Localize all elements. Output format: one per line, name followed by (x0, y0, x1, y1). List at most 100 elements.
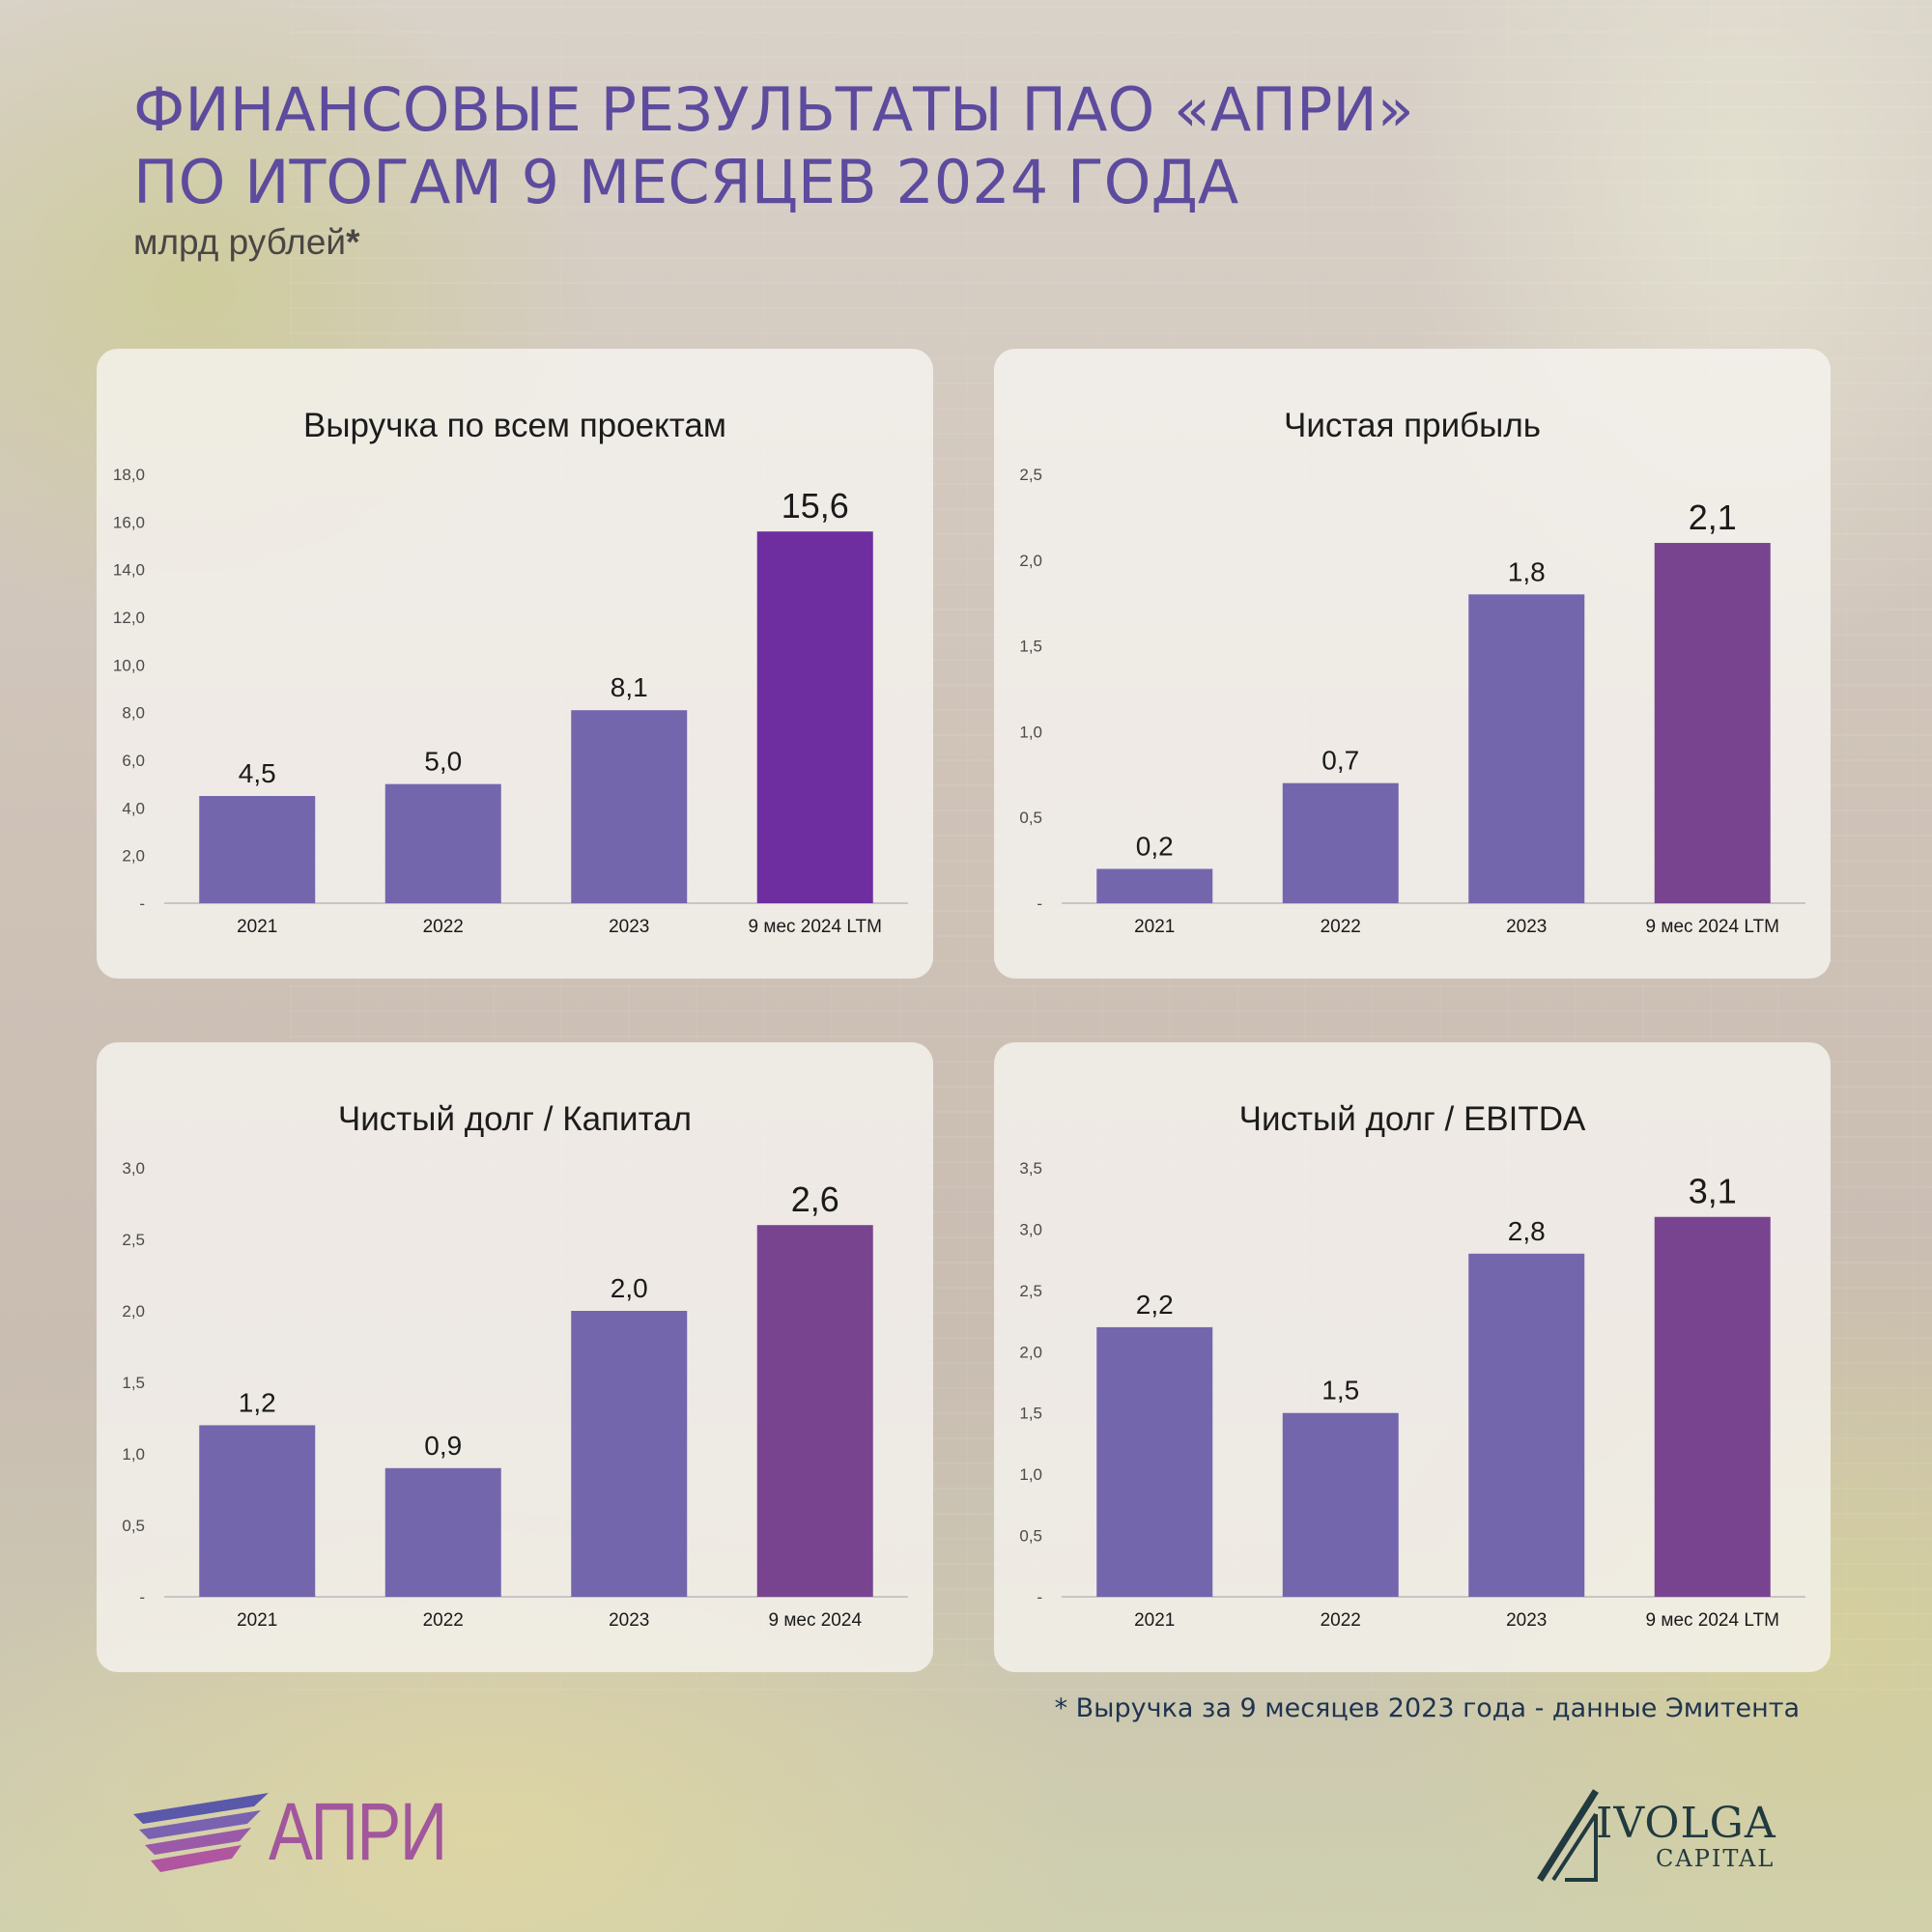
x-tick-label: 2022 (423, 917, 464, 937)
x-tick-label: 9 мес 2024 LTM (1646, 917, 1779, 937)
bar (1468, 594, 1585, 903)
x-tick-label: 9 мес 2024 LTM (749, 917, 882, 937)
chart-debt-ebitda: - 0,5 1,0 1,5 2,0 2,5 3,0 3,5 2,2 2021 1,5 2022 2,8 2… (1019, 1159, 1805, 1631)
data-label: 15,6 (781, 486, 849, 526)
data-label: 4,5 (239, 758, 276, 788)
y-tick-label: 2,5 (1019, 1282, 1042, 1300)
y-tick-label: - (139, 1588, 145, 1606)
y-tick-label: 2,5 (1019, 466, 1042, 484)
chart-title-revenue: Выручка по всем проектам (303, 407, 726, 444)
chart-title-debt-equity: Чистый долг / Капитал (337, 1100, 693, 1138)
data-label: 2,8 (1508, 1216, 1546, 1246)
chart-panel-net-profit: Чистая прибыль - 0,5 1,0 1,5 2,0 2,5 0,2 2021 0,… (994, 349, 1831, 979)
footnote: * Выручка за 9 месяцев 2023 года - данны… (1054, 1693, 1800, 1723)
y-tick-label: 3,0 (1019, 1220, 1042, 1238)
chart-panel-debt-equity: Чистый долг / Капитал - 0,5 1,0 1,5 2,0 2,5 3,… (97, 1042, 933, 1672)
y-tick-label: 12,0 (113, 609, 145, 627)
y-tick-label: 3,5 (1019, 1159, 1042, 1178)
bar (384, 783, 501, 903)
y-tick-label: - (1037, 1588, 1042, 1606)
ivolga-logo-name: IVOLGA (1596, 1799, 1776, 1848)
bar (1654, 1216, 1771, 1597)
y-tick-label: 0,5 (1019, 809, 1042, 827)
data-label: 0,2 (1136, 831, 1174, 861)
y-tick-label: 0,5 (1019, 1527, 1042, 1546)
x-tick-label: 9 мес 2024 (768, 1610, 862, 1631)
y-tick-label: 0,5 (122, 1517, 145, 1535)
x-tick-label: 2021 (237, 917, 277, 937)
ivolga-logo-icon (1537, 1789, 1599, 1882)
data-label: 5,0 (424, 747, 462, 777)
chart-title-debt-ebitda: Чистый долг / EBITDA (1238, 1100, 1586, 1138)
bar (1096, 1326, 1213, 1597)
y-tick-label: 14,0 (113, 561, 145, 580)
x-tick-label: 2023 (1506, 917, 1547, 937)
y-tick-label: 2,0 (122, 847, 145, 866)
data-label: 1,2 (239, 1387, 276, 1417)
bar (1096, 868, 1213, 903)
chart-panel-revenue: Выручка по всем проектам - 2,0 4,0 6,0 8,0 10… (97, 349, 933, 979)
bar (571, 710, 688, 903)
apri-logo-icon (133, 1793, 269, 1872)
data-label: 1,8 (1508, 556, 1546, 586)
ivolga-logo-subtitle: CAPITAL (1656, 1845, 1776, 1872)
apri-logo-text: АПРИ (269, 1786, 447, 1877)
y-tick-label: 2,0 (1019, 552, 1042, 570)
bar (1282, 1412, 1399, 1597)
y-tick-label: 16,0 (113, 513, 145, 531)
x-tick-label: 2023 (609, 1610, 649, 1631)
units-label: млрд рублей (133, 222, 347, 262)
bar (1282, 782, 1399, 903)
bar (1654, 543, 1771, 903)
chart-debt-equity: - 0,5 1,0 1,5 2,0 2,5 3,0 1,2 2021 0,9 2022 2,0 2023… (122, 1159, 908, 1631)
chart-title-net-profit: Чистая прибыль (1284, 407, 1541, 444)
y-tick-label: 2,0 (1019, 1343, 1042, 1361)
units-subtitle: млрд рублей* (133, 222, 1582, 263)
y-tick-label: 3,0 (122, 1159, 145, 1178)
data-label: 3,1 (1689, 1172, 1737, 1211)
y-tick-label: 1,0 (1019, 1465, 1042, 1484)
data-label: 2,1 (1689, 497, 1737, 537)
x-tick-label: 2022 (1321, 917, 1361, 937)
y-tick-label: 1,0 (122, 1445, 145, 1463)
y-tick-label: 1,5 (1019, 1405, 1042, 1423)
y-tick-label: 1,5 (122, 1374, 145, 1392)
y-tick-label: - (1037, 895, 1042, 913)
bar (199, 796, 316, 903)
data-label: 2,2 (1136, 1290, 1174, 1320)
data-label: 0,7 (1321, 746, 1359, 776)
bar (756, 531, 873, 903)
bar (199, 1425, 316, 1597)
x-tick-label: 9 мес 2024 LTM (1646, 1610, 1779, 1631)
y-tick-label: 1,5 (1019, 638, 1042, 656)
y-tick-label: 4,0 (122, 799, 145, 817)
data-label: 8,1 (611, 672, 648, 702)
y-tick-label: - (139, 895, 145, 913)
header: ФИНАНСОВЫЕ РЕЗУЛЬТАТЫ ПАО «АПРИ» ПО ИТОГ… (133, 73, 1582, 263)
chart-revenue: - 2,0 4,0 6,0 8,0 10,0 12,0 14,0 16,0 18,0 4,5 2021… (113, 466, 908, 937)
units-footnote-mark: * (346, 222, 360, 262)
y-tick-label: 6,0 (122, 752, 145, 770)
data-label: 0,9 (424, 1431, 462, 1461)
chart-net-profit: - 0,5 1,0 1,5 2,0 2,5 0,2 2021 0,7 2022 1,8 2023 2,1… (1019, 466, 1805, 937)
x-tick-label: 2022 (1321, 1610, 1361, 1631)
x-tick-label: 2023 (609, 917, 649, 937)
data-label: 2,0 (611, 1273, 648, 1303)
y-tick-label: 8,0 (122, 704, 145, 723)
y-tick-label: 1,0 (1019, 723, 1042, 741)
page-title-line1: ФИНАНСОВЫЕ РЕЗУЛЬТАТЫ ПАО «АПРИ» (133, 74, 1414, 145)
y-tick-label: 18,0 (113, 466, 145, 484)
y-tick-label: 10,0 (113, 656, 145, 674)
y-tick-label: 2,0 (122, 1302, 145, 1321)
bar (1468, 1253, 1585, 1597)
data-label: 2,6 (791, 1179, 839, 1219)
bar (756, 1225, 873, 1597)
bar (384, 1467, 501, 1597)
bar (571, 1311, 688, 1597)
x-tick-label: 2021 (237, 1610, 277, 1631)
data-label: 1,5 (1321, 1376, 1359, 1406)
y-tick-label: 2,5 (122, 1231, 145, 1249)
x-tick-label: 2021 (1134, 917, 1175, 937)
x-tick-label: 2021 (1134, 1610, 1175, 1631)
page-title: ФИНАНСОВЫЕ РЕЗУЛЬТАТЫ ПАО «АПРИ» ПО ИТОГ… (133, 73, 1582, 218)
